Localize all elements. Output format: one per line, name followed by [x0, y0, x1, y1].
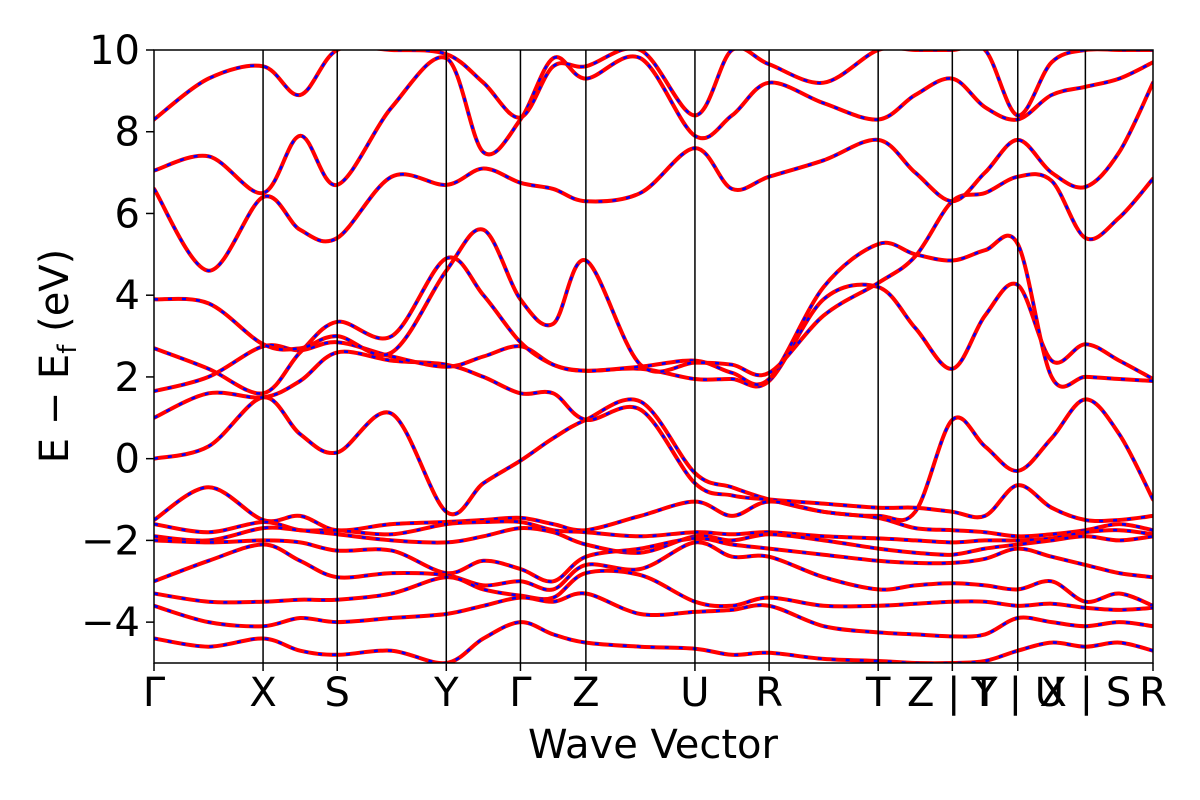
x-tick-label: R: [1139, 670, 1167, 716]
band-line: [154, 80, 1153, 273]
band-line-dashed: [154, 234, 1153, 395]
y-axis-title-main: E − E: [32, 354, 78, 464]
band-line-dashed: [154, 55, 1153, 195]
y-tick-label: 2: [115, 355, 140, 401]
y-axis-title-subscript: f: [53, 344, 83, 354]
band-line: [154, 568, 1153, 612]
x-tick-label: Y: [433, 670, 459, 716]
x-tick-label: Z: [572, 670, 599, 716]
band-line-dashed: [154, 282, 1153, 393]
band-line: [154, 395, 1153, 523]
y-tick-label: 0: [115, 437, 140, 483]
x-tick-label: X: [249, 670, 276, 716]
x-tick-label: R: [755, 670, 783, 716]
x-tick-label: Γ: [143, 670, 166, 716]
x-tick-label: T: [865, 670, 891, 716]
x-tick-label: S: [325, 670, 350, 716]
plot-frame: [153, 49, 1154, 664]
y-axis-title-unit: (eV): [32, 249, 78, 345]
y-tick-label: 6: [115, 191, 140, 237]
high-symmetry-dividers: [262, 50, 1087, 663]
x-axis-title: Wave Vector: [528, 722, 779, 768]
x-tick-label: T | U: [970, 670, 1064, 716]
y-tick-label: −2: [81, 518, 140, 564]
band-line-dashed: [154, 82, 1153, 272]
band-line: [154, 50, 1153, 122]
y-tick-label: 4: [115, 273, 140, 319]
x-tick-label: Γ: [509, 670, 532, 716]
x-tick-label: X | S: [1040, 670, 1132, 716]
y-tick-label: 8: [115, 110, 140, 156]
band-line-dashed: [154, 172, 1153, 377]
y-axis-title: E − Ef (eV): [32, 249, 83, 464]
band-line: [154, 620, 1153, 663]
x-tick-label: Z | Y: [907, 670, 998, 716]
y-tick-label: 10: [89, 28, 140, 74]
y-axis-ticks: −4 −2 0 2 4 6 8 10: [81, 28, 154, 646]
x-tick-label: U: [680, 670, 709, 716]
y-tick-label: −4: [81, 600, 140, 646]
band-line: [154, 281, 1153, 394]
band-line-dashed: [154, 396, 1153, 522]
band-line-dashed: [154, 50, 1153, 121]
band-line: [154, 172, 1153, 378]
band-lines: [154, 50, 1153, 663]
band-line: [154, 54, 1153, 196]
